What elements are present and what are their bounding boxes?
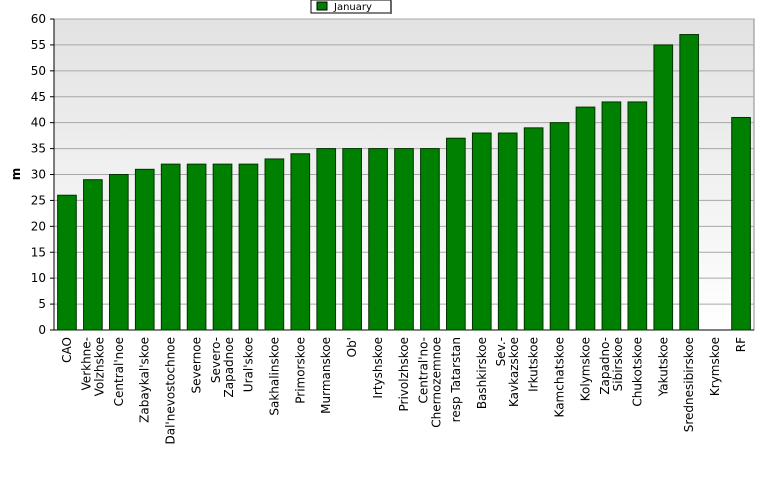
bar [575,106,596,331]
y-tick-label: 20 [31,219,46,233]
x-tick-label: Central'noe [112,337,126,406]
bar [679,34,700,331]
x-tick-label: RF [734,337,748,352]
x-tick-label: Severnoe [190,337,204,394]
x-tick-label: Yakutskoe [656,337,670,397]
bar [394,148,414,331]
y-tick-label: 0 [38,323,46,337]
x-tick-label: Irkutskoe [527,337,541,392]
bar [134,168,155,331]
x-tick-label: Zabaykal'skoe [138,337,152,423]
y-tick-label: 30 [31,168,46,182]
bar [601,101,622,331]
x-tick-label: Krymskoe [708,337,722,396]
x-tick-label: Severo-Zapadnoe [209,337,236,398]
x-tick-label: Sev.-Kavkazskoe [494,337,521,407]
bar [368,148,388,331]
bar [342,148,362,331]
bar [627,101,648,331]
x-tick-label: Murmanskoe [319,337,333,414]
x-tick-label: Central'no-Chernozemnoe [416,337,443,428]
y-tick-label: 60 [31,12,46,26]
y-tick-label: 35 [31,142,46,156]
bar [238,163,259,331]
bar [497,132,518,331]
x-tick-label: Verkhne-Volzhskoe [79,337,106,396]
bar [186,163,207,331]
x-tick-label: Zapadno-Sibirskoe [598,337,625,395]
legend-label: January [333,2,372,13]
y-tick-label: 40 [31,116,46,130]
bar [420,148,440,331]
x-tick-label: Primorskoe [293,337,307,404]
x-tick-label: CAO [60,337,74,363]
x-tick-label: Chukotskoe [630,337,644,407]
bar [471,132,492,331]
bar [549,122,570,331]
x-tick-label: resp Tatarstan [449,337,463,422]
y-tick-label: 15 [31,245,46,259]
bar [83,179,103,331]
bar [653,44,674,331]
bar [523,127,544,331]
bar [57,194,77,331]
legend-swatch [316,1,328,11]
y-tick-label: 10 [31,271,46,285]
y-tick-label: 5 [38,297,46,311]
bar [290,153,311,331]
y-tick-label: 50 [31,64,46,78]
bar [316,148,337,331]
x-tick-label: Sakhalinskoe [267,337,281,416]
bar [160,163,181,331]
x-tick-label: Ob' [345,337,359,357]
bar [731,116,751,331]
x-tick-label: Privolzhskoe [397,337,411,411]
y-tick-label: 25 [31,193,46,207]
x-tick-label: Kamchatskoe [553,337,567,417]
x-tick-label: Srednesibirskoe [682,337,696,432]
bar [264,158,285,331]
x-tick-label: Ural'skoe [241,337,255,392]
y-axis-label: m [9,168,23,181]
x-tick-label: Dal'nevostochnoe [164,337,178,445]
x-tick-label: Bashkirskoe [475,337,489,409]
bar [108,174,129,331]
x-tick-label: Irtyshskoe [371,337,385,399]
y-tick-label: 55 [31,38,46,52]
bar [212,163,233,331]
y-tick-label: 45 [31,90,46,104]
x-tick-label: Kolymskoe [578,337,592,401]
bar [446,137,466,331]
